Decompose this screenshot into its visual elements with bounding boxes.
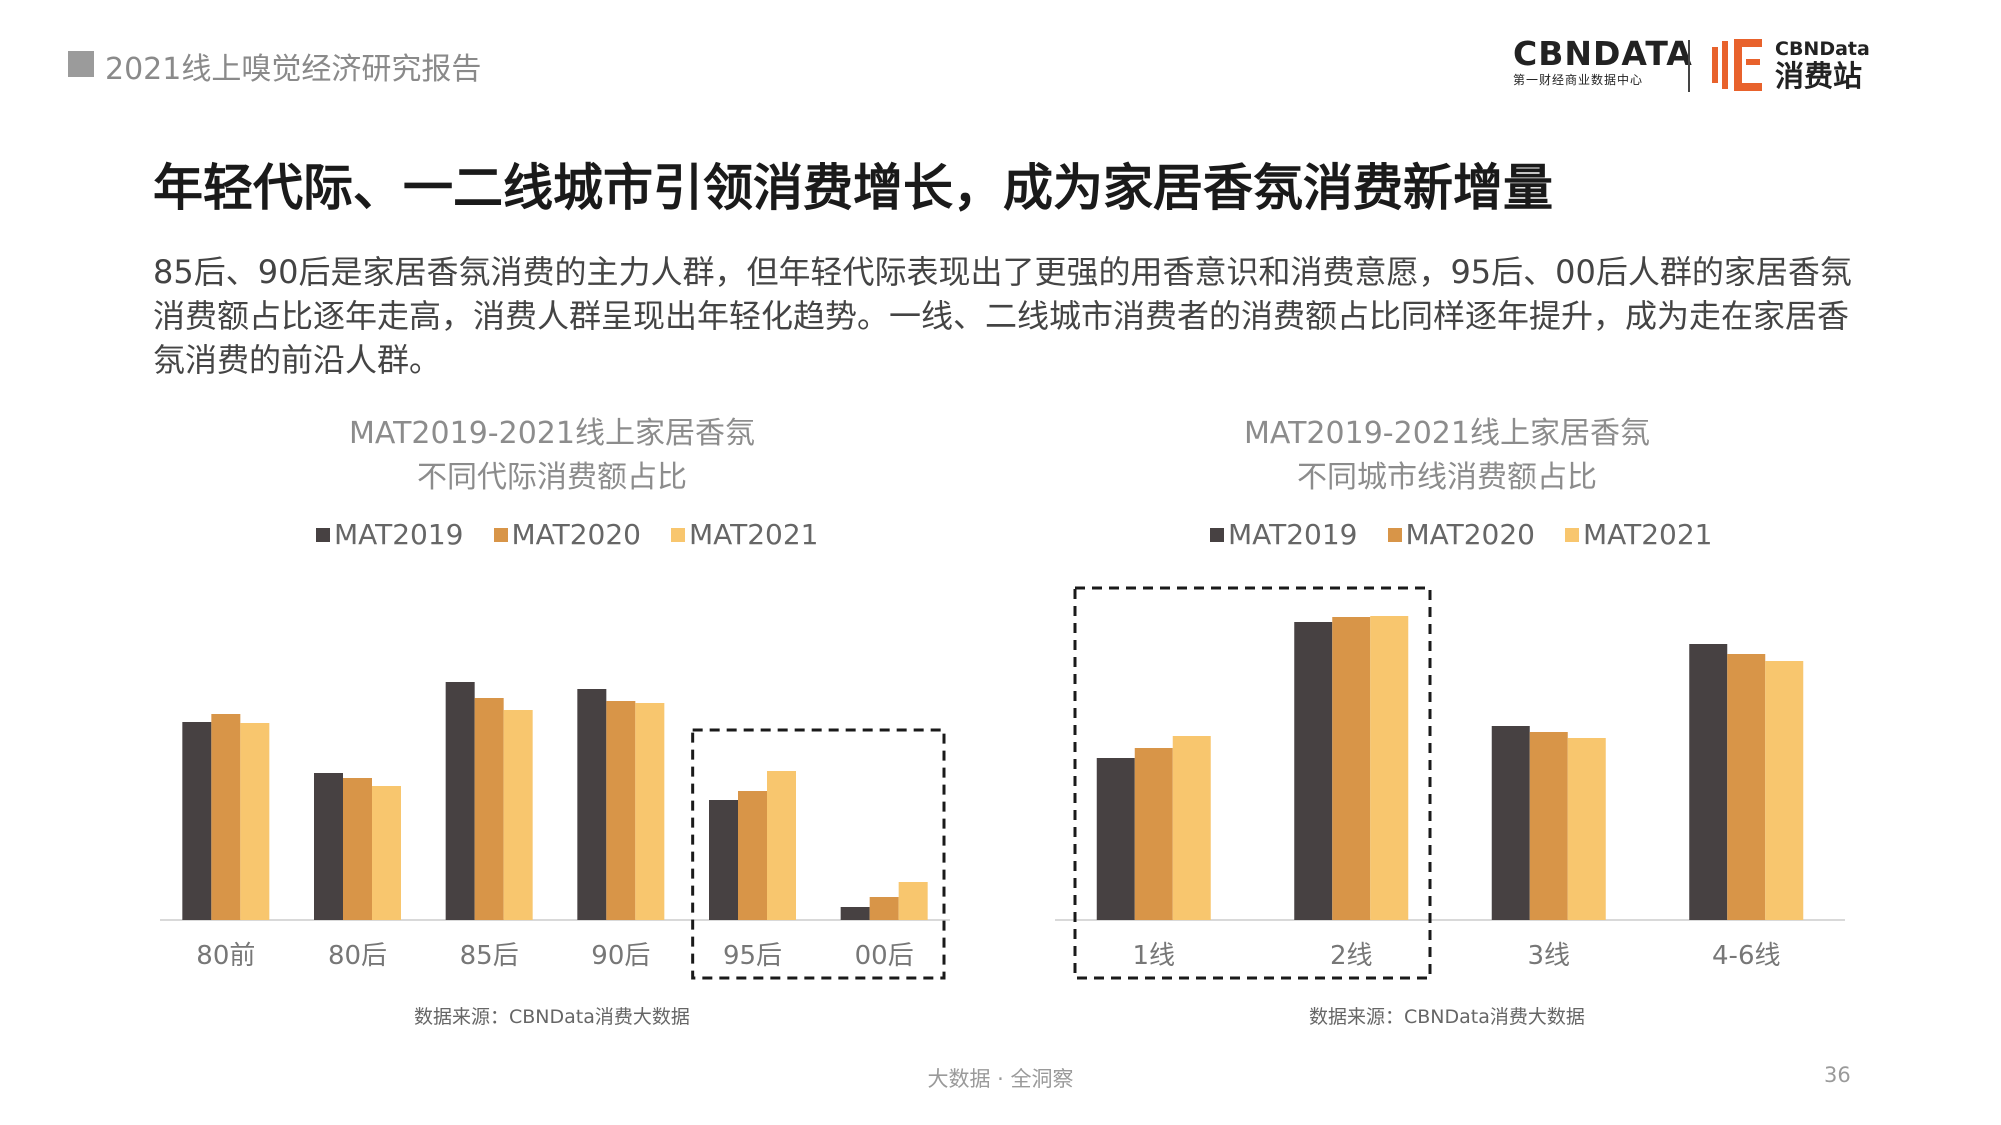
bar-mat2020-3线 xyxy=(1529,732,1568,920)
chart1-source: 数据来源：CBNData消费大数据 xyxy=(414,1006,690,1028)
bar-mat2020-4-6线 xyxy=(1727,654,1766,920)
consumer-station-logo-bottom: 消费站 xyxy=(1775,59,1863,93)
legend-swatch xyxy=(316,527,330,542)
body-paragraph: 85后、90后是家居香氛消费的主力人群，但年轻代际表现出了更强的用香意识和消费意… xyxy=(153,253,1852,379)
consumer-station-logo-top: CBNData xyxy=(1775,38,1870,60)
logo-divider xyxy=(1688,40,1690,92)
x-tick-label: 90后 xyxy=(591,941,650,971)
bar-mat2019-2线 xyxy=(1294,622,1333,920)
bar-mat2019-80前 xyxy=(182,722,212,920)
chart2-title-line2: 不同城市线消费额占比 xyxy=(1297,460,1597,495)
chart2-legend: MAT2019 MAT2020 MAT2021 xyxy=(1210,518,1743,551)
legend-item-mat2020: MAT2020 xyxy=(493,518,642,551)
report-title: 2021线上嗅觉经济研究报告 xyxy=(105,52,482,87)
legend-swatch xyxy=(1565,527,1579,542)
legend-swatch xyxy=(671,527,685,542)
legend-label: MAT2019 xyxy=(334,518,464,551)
legend-item-mat2021: MAT2021 xyxy=(1565,518,1713,551)
bar-mat2021-3线 xyxy=(1567,738,1606,920)
x-tick-label: 95后 xyxy=(723,941,782,971)
x-tick-label: 3线 xyxy=(1527,941,1570,971)
page-headline: 年轻代际、一二线城市引领消费增长，成为家居香氛消费新增量 xyxy=(153,159,1553,217)
bar-mat2021-90后 xyxy=(635,703,665,920)
legend-label: MAT2021 xyxy=(689,518,819,551)
chart2-title: MAT2019-2021线上家居香氛 不同城市线消费额占比 xyxy=(1087,412,1807,500)
page-number: 36 xyxy=(1824,1063,1851,1087)
x-tick-label: 85后 xyxy=(460,941,519,971)
x-tick-label: 1线 xyxy=(1132,941,1175,971)
cbndata-logo-text: CBNDATA xyxy=(1513,34,1693,73)
legend-label: MAT2021 xyxy=(1583,518,1713,551)
bar-mat2020-90后 xyxy=(606,701,636,920)
bar-mat2021-80后 xyxy=(372,786,401,920)
bar-mat2019-1线 xyxy=(1096,758,1135,920)
bar-mat2020-80前 xyxy=(211,714,241,920)
x-tick-label: 2线 xyxy=(1330,941,1373,971)
legend-item-mat2020: MAT2020 xyxy=(1387,518,1536,551)
legend-item-mat2019: MAT2019 xyxy=(1210,518,1358,551)
bar-mat2019-4-6线 xyxy=(1689,644,1728,920)
bar-mat2021-95后 xyxy=(767,771,796,920)
legend-label: MAT2019 xyxy=(1228,518,1358,551)
bar-mat2021-1线 xyxy=(1172,736,1211,920)
x-tick-label: 4-6线 xyxy=(1712,941,1780,971)
legend-swatch xyxy=(1210,527,1224,542)
legend-swatch xyxy=(493,527,508,542)
bar-mat2021-4-6线 xyxy=(1765,661,1804,920)
bar-mat2019-00后 xyxy=(840,907,870,920)
bar-mat2020-85后 xyxy=(474,698,504,920)
x-tick-label: 00后 xyxy=(855,941,914,971)
x-tick-label: 80前 xyxy=(196,941,255,971)
bar-mat2019-90后 xyxy=(577,689,607,920)
legend-swatch xyxy=(1387,527,1402,542)
legend-label: MAT2020 xyxy=(511,518,642,551)
chart1-title-line2: 不同代际消费额占比 xyxy=(417,460,687,495)
chart1-legend: MAT2019 MAT2020 MAT2021 xyxy=(316,518,849,551)
bar-mat2021-00后 xyxy=(898,882,928,920)
bar-mat2019-95后 xyxy=(709,800,738,920)
bar-mat2020-95后 xyxy=(738,791,767,920)
consumer-station-logo-icon xyxy=(1712,39,1762,91)
bar-mat2019-85后 xyxy=(445,682,475,920)
bar-mat2021-2线 xyxy=(1370,616,1409,920)
cbndata-logo: CBNDATA 第一财经商业数据中心 xyxy=(1513,34,1693,88)
header-square-icon xyxy=(68,51,94,77)
legend-item-mat2021: MAT2021 xyxy=(671,518,819,551)
generation-bar-chart: 80前 80后 85后 90后 95后 00后 xyxy=(160,682,950,980)
legend-label: MAT2020 xyxy=(1405,518,1536,551)
chart2-title-line1: MAT2019-2021线上家居香氛 xyxy=(1244,416,1650,451)
bar-mat2020-1线 xyxy=(1134,748,1173,920)
bar-mat2021-85后 xyxy=(503,710,533,920)
consumer-station-logo: CBNData 消费站 xyxy=(1775,38,1870,92)
highlight-dashed-box xyxy=(691,728,946,980)
x-tick-label: 80后 xyxy=(328,941,387,971)
legend-item-mat2019: MAT2019 xyxy=(316,518,464,551)
city-tier-bar-chart: 1线 2线 3线 4-6线 xyxy=(1055,586,1845,980)
chart1-title: MAT2019-2021线上家居香氛 不同代际消费额占比 xyxy=(192,412,912,500)
cbndata-logo-subtext: 第一财经商业数据中心 xyxy=(1513,73,1644,87)
highlight-dashed-box xyxy=(1073,586,1432,980)
bar-mat2019-3线 xyxy=(1491,726,1530,920)
chart1-title-line1: MAT2019-2021线上家居香氛 xyxy=(349,416,755,451)
bar-mat2019-80后 xyxy=(314,773,343,920)
bar-mat2020-80后 xyxy=(343,778,372,920)
bar-mat2021-80前 xyxy=(240,723,270,920)
footer-tagline: 大数据 · 全洞察 xyxy=(927,1067,1074,1091)
chart2-source: 数据来源：CBNData消费大数据 xyxy=(1309,1006,1585,1028)
bar-mat2020-00后 xyxy=(869,897,899,920)
bar-mat2020-2线 xyxy=(1332,617,1371,920)
